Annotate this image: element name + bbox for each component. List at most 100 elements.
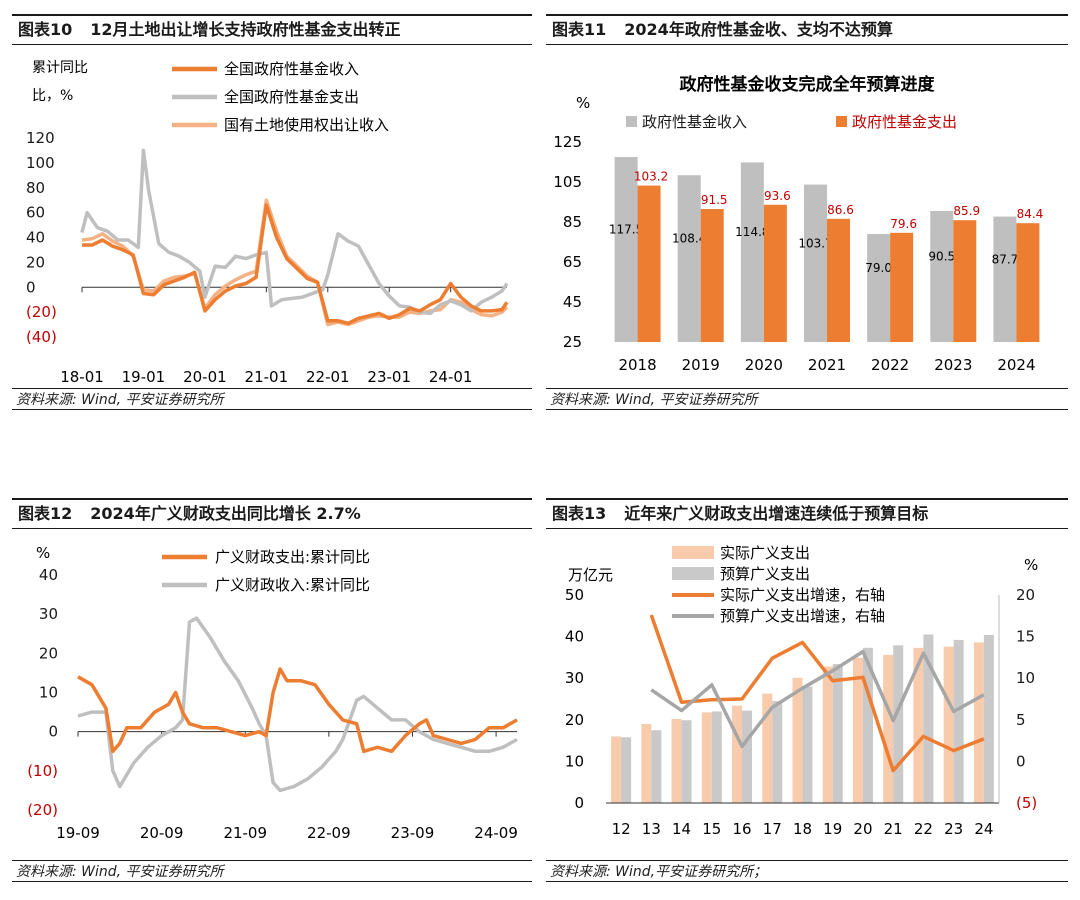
- y-axis-label-right: %: [1024, 556, 1038, 574]
- bar: [763, 204, 787, 342]
- figure-title-text: 近年来广义财政支出增速连续低于预算目标: [624, 504, 929, 523]
- bar: [701, 712, 712, 803]
- data-label: 117.5: [609, 223, 643, 237]
- bar: [983, 634, 994, 803]
- x-tick-label: 14: [672, 820, 691, 838]
- figure-13-source: 资料来源: Wind,平安证券研究所；: [546, 860, 1068, 882]
- x-tick-label: 20-09: [140, 824, 184, 842]
- figure-12-chart: % 40 30 20 10 0 (10) (20) 19-09 20-09 21-09 22-09 23…: [27, 544, 518, 842]
- figure-title-text: 2024年政府性基金收、支均不达预算: [624, 20, 893, 39]
- x-tick-label: 22-01: [306, 368, 350, 386]
- data-label: 84.4: [1017, 207, 1044, 221]
- y-tick-label: 10: [39, 684, 58, 702]
- series-line: [649, 614, 985, 773]
- x-tick-label: 23: [944, 820, 963, 838]
- series-line: [650, 649, 985, 749]
- bar: [827, 218, 850, 342]
- x-tick-label: 2023: [934, 356, 972, 374]
- y-tick-label: 40: [26, 229, 45, 247]
- y-tick-label-left: 20: [565, 711, 584, 729]
- series-line: [77, 667, 518, 754]
- x-tick-label: 2024: [997, 356, 1035, 374]
- bar: [681, 720, 692, 803]
- bar: [804, 184, 827, 342]
- x-tick-label: 21-09: [223, 824, 267, 842]
- bar: [772, 701, 783, 803]
- legend-label: 预算广义支出: [720, 565, 810, 583]
- bar: [973, 642, 984, 803]
- y-axis-label: 累计同比: [32, 60, 88, 76]
- x-tick-label: 16: [732, 820, 751, 838]
- y-tick-label: 25: [563, 333, 582, 351]
- figure-13-title: 图表13 近年来广义财政支出增速连续低于预算目标: [546, 498, 1068, 529]
- legend-label: 广义财政支出:累计同比: [215, 548, 370, 566]
- legend-label: 预算广义支出增速，右轴: [720, 607, 885, 625]
- x-tick-label: 19-09: [56, 824, 100, 842]
- legend-swatch: [836, 116, 847, 127]
- bar: [883, 654, 894, 803]
- data-label: 108.4: [672, 232, 706, 246]
- x-tick-label: 2020: [745, 356, 783, 374]
- legend-label: 实际广义支出: [720, 544, 810, 562]
- bar: [700, 209, 724, 342]
- x-tick-label: 20-01: [183, 368, 227, 386]
- y-tick-label: 100: [26, 154, 55, 172]
- y-tick-label: 85: [563, 213, 582, 231]
- y-tick-label-right: 20: [1016, 586, 1035, 604]
- y-tick-label-left: 0: [574, 794, 584, 812]
- data-label: 86.6: [827, 203, 854, 217]
- y-axis-label: %: [576, 94, 590, 112]
- y-tick-label: (20): [26, 303, 57, 321]
- y-tick-label-left: 30: [565, 669, 584, 687]
- figure-title-text: 2024年广义财政支出同比增长 2.7%: [90, 504, 361, 523]
- series-line: [80, 148, 509, 316]
- figure-10-source: 资料来源: Wind, 平安证券研究所: [12, 388, 532, 410]
- bar: [637, 185, 661, 342]
- bar: [742, 710, 753, 803]
- chart-title: 政府性基金收支完成全年预算进度: [680, 74, 936, 95]
- y-tick-label-left: 50: [565, 586, 584, 604]
- y-tick-label: (40): [26, 328, 57, 346]
- data-label: 93.6: [764, 189, 791, 203]
- bar: [953, 220, 977, 342]
- x-tick-label: 21-01: [245, 368, 289, 386]
- y-tick-label-right: 10: [1016, 669, 1035, 687]
- x-tick-label: 22-09: [307, 824, 351, 842]
- x-tick-label: 21: [884, 820, 903, 838]
- bar: [890, 232, 914, 342]
- y-tick-label: 65: [563, 253, 582, 271]
- x-tick-label: 24-01: [429, 368, 473, 386]
- y-tick-label-right: 15: [1016, 628, 1035, 646]
- data-label: 85.9: [953, 204, 980, 218]
- x-tick-label: 19: [823, 820, 842, 838]
- data-label: 79.0: [865, 261, 892, 275]
- y-tick-label: 40: [39, 566, 58, 584]
- series-line: [82, 203, 509, 326]
- x-tick-label: 23-09: [391, 824, 435, 842]
- legend-swatch: [672, 546, 714, 559]
- bar: [953, 639, 964, 803]
- y-tick-label-left: 40: [565, 628, 584, 646]
- x-tick-label: 18-01: [60, 368, 104, 386]
- figure-11-chart: 政府性基金收支完成全年预算进度% 125 105 85 65 45 25 2018 117.5 1…: [553, 74, 1044, 374]
- y-tick-label: 0: [48, 723, 58, 741]
- figure-12-title: 图表12 2024年广义财政支出同比增长 2.7%: [12, 498, 532, 529]
- bar: [671, 718, 682, 803]
- data-label: 114.8: [735, 225, 769, 239]
- x-tick-label: 24: [974, 820, 993, 838]
- figure-10: 图表10 12月土地出让增长支持政府性基金支出转正 累计同比 比，% 120 100 80…: [12, 14, 532, 414]
- x-tick-label: 2021: [808, 356, 846, 374]
- y-tick-label-right: (5): [1016, 794, 1037, 812]
- data-label: 103.2: [634, 170, 668, 184]
- bar: [762, 693, 773, 803]
- y-axis-label-left: 万亿元: [568, 566, 613, 584]
- x-tick-label: 18: [793, 820, 812, 838]
- y-tick-label: (10): [27, 762, 58, 780]
- y-tick-label: 120: [26, 129, 55, 147]
- bar: [993, 216, 1017, 342]
- x-tick-label: 2022: [871, 356, 909, 374]
- legend-label: 实际广义支出增速，右轴: [720, 586, 885, 604]
- figure-12-source: 资料来源: Wind, 平安证券研究所: [12, 860, 532, 882]
- bar: [651, 730, 662, 803]
